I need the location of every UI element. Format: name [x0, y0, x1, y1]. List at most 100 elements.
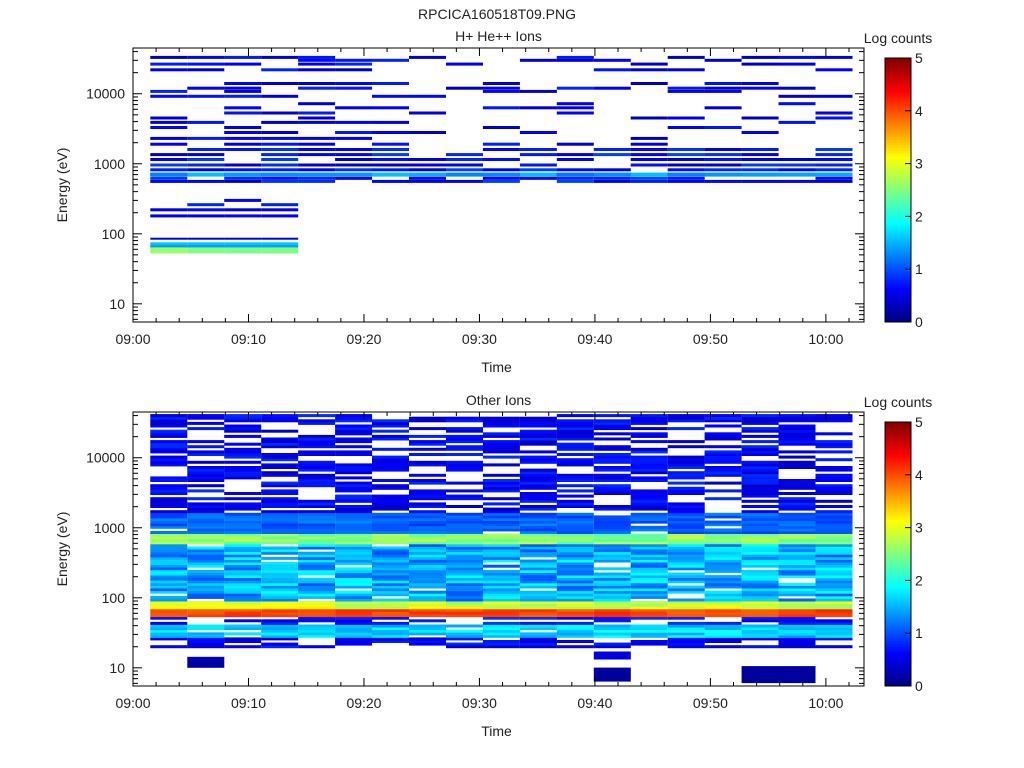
heatmap-cell: [224, 575, 262, 579]
heatmap-cell: [482, 510, 520, 514]
heatmap-cell: [482, 106, 520, 110]
heatmap-cell: [519, 499, 557, 503]
heatmap-cell: [630, 148, 668, 151]
heatmap-cell: [224, 528, 262, 532]
heatmap-cell: [519, 564, 557, 568]
heatmap-cell: [778, 163, 816, 167]
colorbar-segment: [885, 134, 911, 138]
heatmap-cell: [224, 466, 262, 469]
heatmap-cell: [298, 460, 336, 464]
heatmap-cell: [778, 541, 816, 545]
heatmap-cell: [667, 507, 705, 511]
colorbar-segment: [885, 427, 911, 431]
colorbar-segment: [885, 163, 911, 167]
heatmap-cell: [409, 502, 446, 506]
heatmap-cell: [482, 541, 520, 545]
heatmap-cell: [298, 116, 336, 120]
heatmap-cell: [446, 466, 483, 469]
colorbar-segment: [885, 659, 911, 663]
heatmap-cell: [593, 468, 631, 472]
heatmap-cell: [482, 611, 520, 615]
heatmap-cell: [261, 237, 299, 240]
heatmap-cell: [298, 419, 336, 423]
heatmap-cell: [372, 593, 409, 597]
heatmap-cell: [741, 168, 779, 172]
heatmap-cell: [815, 614, 853, 618]
colorbar-label: Log counts: [864, 394, 933, 410]
heatmap-cell: [261, 502, 299, 506]
heatmap-cell: [409, 580, 446, 584]
heatmap-cell: [187, 471, 225, 475]
heatmap-cell: [446, 538, 483, 542]
colorbar-segment: [885, 171, 911, 175]
heatmap-cell: [372, 551, 409, 555]
heatmap-cell: [298, 512, 336, 516]
heatmap-cell: [482, 497, 520, 501]
heatmap-cell: [409, 523, 446, 527]
heatmap-cell: [261, 541, 299, 545]
heatmap-cell: [372, 424, 409, 428]
heatmap-cell: [372, 479, 409, 482]
colorbar-segment: [885, 656, 911, 661]
heatmap-cell: [482, 627, 520, 631]
heatmap-cell: [519, 525, 557, 529]
heatmap-cell: [519, 473, 557, 477]
heatmap-cell: [298, 585, 336, 589]
heatmap-cell: [704, 520, 742, 524]
colorbar-segment: [885, 203, 911, 207]
heatmap-cell: [335, 619, 373, 623]
heatmap-cell: [741, 471, 779, 475]
heatmap-cell: [224, 556, 262, 560]
colorbar-segment: [885, 129, 911, 133]
heatmap-cell: [704, 538, 742, 542]
colorbar-segment: [885, 466, 911, 471]
heatmap-cell: [187, 120, 225, 124]
colorbar-frame: [884, 57, 912, 323]
colorbar-segment: [885, 237, 911, 241]
heatmap-cell: [446, 158, 483, 161]
heatmap-cell: [630, 549, 668, 553]
heatmap-cell: [409, 172, 446, 177]
heatmap-cell: [482, 473, 520, 477]
heatmap-cell: [741, 575, 779, 579]
heatmap-cell: [261, 120, 299, 124]
heatmap-cell: [519, 601, 557, 605]
heatmap-cell: [704, 601, 742, 605]
heatmap-cell: [778, 554, 816, 558]
heatmap-cell: [372, 437, 409, 441]
heatmap-cell: [298, 515, 336, 519]
heatmap-cell: [372, 564, 409, 568]
heatmap-cell: [630, 616, 668, 620]
heatmap-cell: [741, 479, 779, 482]
heatmap-cell: [778, 572, 816, 576]
heatmap-cell: [224, 497, 262, 501]
heatmap-cell: [519, 520, 557, 524]
heatmap-cell: [150, 577, 188, 581]
heatmap-cell: [741, 523, 779, 527]
heatmap-cell: [778, 590, 816, 594]
heatmap-cell: [261, 437, 299, 441]
colorbar-segment: [885, 108, 911, 112]
heatmap-cell: [519, 131, 557, 134]
heatmap-cell: [187, 569, 225, 573]
heatmap-cell: [224, 505, 262, 508]
heatmap-cell: [630, 68, 668, 72]
heatmap-cell: [446, 572, 483, 576]
heatmap-cell: [261, 580, 299, 584]
heatmap-cell: [519, 567, 557, 571]
heatmap-cell: [741, 466, 779, 469]
heatmap-cell: [187, 580, 225, 584]
heatmap-cell: [335, 533, 373, 537]
heatmap-cell: [261, 582, 299, 586]
heatmap-cell: [667, 512, 705, 516]
heatmap-cell: [224, 549, 262, 553]
heatmap-cell: [298, 476, 336, 480]
heatmap-cell: [187, 549, 225, 553]
colorbar-segment: [885, 166, 911, 170]
colorbar-segment: [885, 60, 911, 64]
heatmap-cell: [556, 168, 594, 172]
heatmap-cell: [482, 419, 520, 423]
heatmap-cell: [298, 577, 336, 581]
heatmap-cell: [224, 512, 262, 516]
heatmap-cell: [372, 541, 409, 545]
